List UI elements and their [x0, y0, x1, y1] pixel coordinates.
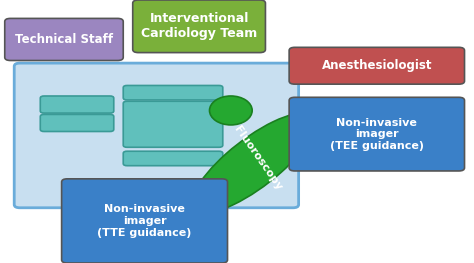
Ellipse shape [210, 96, 252, 125]
FancyBboxPatch shape [289, 97, 465, 171]
Text: Interventional
Cardiology Team: Interventional Cardiology Team [141, 12, 257, 40]
FancyBboxPatch shape [62, 179, 228, 263]
FancyBboxPatch shape [133, 0, 265, 53]
FancyBboxPatch shape [40, 96, 114, 113]
Text: Non-invasive
imager
(TTE guidance): Non-invasive imager (TTE guidance) [97, 204, 192, 237]
Text: Non-invasive
imager
(TEE guidance): Non-invasive imager (TEE guidance) [330, 118, 424, 151]
Ellipse shape [192, 113, 315, 213]
Text: Fluoroscopy: Fluoroscopy [232, 124, 284, 192]
FancyBboxPatch shape [14, 63, 299, 208]
FancyBboxPatch shape [40, 114, 114, 132]
FancyBboxPatch shape [123, 151, 223, 166]
FancyBboxPatch shape [123, 85, 223, 100]
Text: Technical Staff: Technical Staff [15, 33, 113, 46]
Text: Anesthesiologist: Anesthesiologist [321, 59, 432, 72]
FancyBboxPatch shape [5, 18, 123, 60]
FancyBboxPatch shape [123, 101, 223, 147]
FancyBboxPatch shape [289, 47, 465, 84]
